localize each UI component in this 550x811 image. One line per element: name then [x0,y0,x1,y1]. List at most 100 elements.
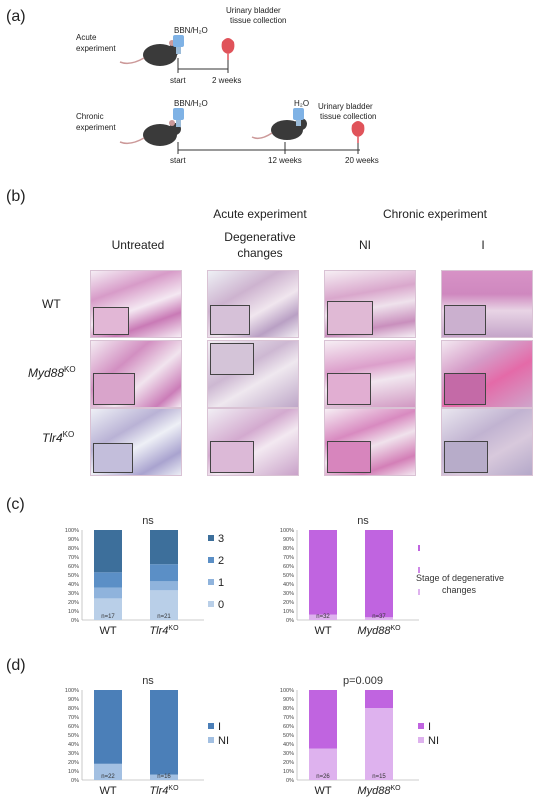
legend-label: I [218,721,221,733]
y-tick-label: 100% [280,528,294,534]
y-tick-label: 90% [68,697,79,703]
y-tick-label: 90% [283,697,294,703]
x-category-label: WT [99,785,116,797]
y-tick-label: 60% [68,564,79,570]
x-category-label: Tlr4KO [149,625,179,637]
chronic-collection-label-line2: tissue collection [320,112,377,121]
legend-label: 0 [218,599,224,611]
mouse-icon [119,120,181,146]
chart-d-left: 0% 10% 20% 30% 40% 50% 60% 70% 80% 90% 100% ns n=22 W… [65,675,229,797]
n-label: n=22 [101,774,115,780]
y-tick-label: 90% [68,537,79,543]
legend-swatch [418,737,424,743]
y-tick-label: 60% [283,724,294,730]
water-bottle-icon [293,108,304,126]
legend-label: 1 [218,577,224,589]
row-label-wt: WT [42,297,61,311]
y-tick-label: 10% [283,769,294,775]
n-label: n=37 [372,614,386,620]
y-tick-label: 100% [280,688,294,694]
y-tick-label: 70% [283,715,294,721]
water-bottle-icon [173,35,184,54]
histology-image-tlr4-chronic-ni [324,408,416,476]
n-label: n=26 [316,774,330,780]
legend-swatch [418,589,420,595]
histology-image-wt-chronic-ni [324,270,416,338]
bladder-icon [221,38,235,60]
chart-c-right: 0% 10% 20% 30% 40% 50% 60% 70% 80% 90% 100% ns n=32 W… [280,515,420,637]
legend-swatch [208,723,214,729]
acute-experiment-label-line2: experiment [76,44,116,53]
y-tick-label: 70% [68,555,79,561]
y-tick-label: 80% [68,706,79,712]
bar-segment-I [150,690,178,775]
chart-d-right: 0% 10% 20% 30% 40% 50% 60% 70% 80% 90% 100% p=0.009… [280,675,439,797]
water-bottle-icon [173,108,184,127]
legend-label: 2 [218,555,224,567]
bar-segment-I [94,690,122,764]
x-category-label: WT [314,785,331,797]
acute-collection-label-line1: Urinary bladder [226,6,281,15]
bar-segment-I [309,690,337,749]
histology-image-tlr4-chronic-i [441,408,533,476]
column-untreated: Untreated [111,238,165,252]
y-tick-label: 70% [283,555,294,561]
acute-experiment-label-line1: Acute [76,33,97,42]
panel-b-label: (b) [6,188,26,205]
bar-segment-0 [150,590,178,620]
bar-segment-3 [309,530,337,615]
acute-collection-label-line2: tissue collection [230,16,287,25]
y-tick-label: 30% [283,591,294,597]
legend-label: I [428,721,431,733]
legend-label: 3 [218,533,224,545]
bar-segment-NI [150,774,178,780]
bladder-icon [351,121,365,143]
y-tick-label: 30% [68,591,79,597]
panel-c-label: (c) [6,496,25,513]
y-tick-label: 100% [65,688,79,694]
legend-swatch [208,737,214,743]
y-tick-label: 50% [68,733,79,739]
acute-start-label: start [170,76,186,85]
y-tick-label: 80% [68,546,79,552]
mouse-icon [119,40,181,66]
chronic-experiment-label-line1: Chronic [76,112,104,121]
header-acute-experiment: Acute experiment [213,207,307,221]
y-tick-label: 0% [71,618,79,624]
y-tick-label: 80% [283,706,294,712]
chronic-water-label: H₂O [294,99,310,108]
row-label-tlr4: Tlr4KO [42,430,75,445]
legend-swatch [418,567,420,573]
histology-image-myd88-untreated [90,340,182,408]
histology-image-tlr4-untreated [90,408,182,476]
bar-segment-3 [150,530,178,565]
bar-segment-NI [309,748,337,780]
column-i: I [481,238,485,252]
x-category-label: WT [99,625,116,637]
panel-a-label: (a) [6,8,26,25]
bar-segment-1 [309,614,337,620]
legend-label: NI [218,735,229,747]
y-tick-label: 50% [283,573,294,579]
chronic-collection-label-line1: Urinary bladder [318,102,373,111]
bar-segment-1 [150,581,178,591]
bar-segment-2 [150,564,178,582]
y-tick-label: 0% [286,778,294,784]
bar-segment-NI [94,763,122,780]
y-tick-label: 40% [68,742,79,748]
x-category-label: Myd88KO [357,785,401,797]
y-tick-label: 20% [283,760,294,766]
histology-image-wt-acute [207,270,299,338]
acute-end-label: 2 weeks [212,76,242,85]
y-tick-label: 40% [68,582,79,588]
legend-swatch [208,557,214,563]
x-category-label: WT [314,625,331,637]
significance-label: ns [357,515,369,527]
bar-segment-1 [365,617,393,620]
bar-segment-3 [94,530,122,573]
legend-swatch [418,545,420,551]
y-tick-label: 10% [283,609,294,615]
histology-image-wt-chronic-i [441,270,533,338]
panel-a-schematic [119,35,365,154]
y-tick-label: 100% [65,528,79,534]
